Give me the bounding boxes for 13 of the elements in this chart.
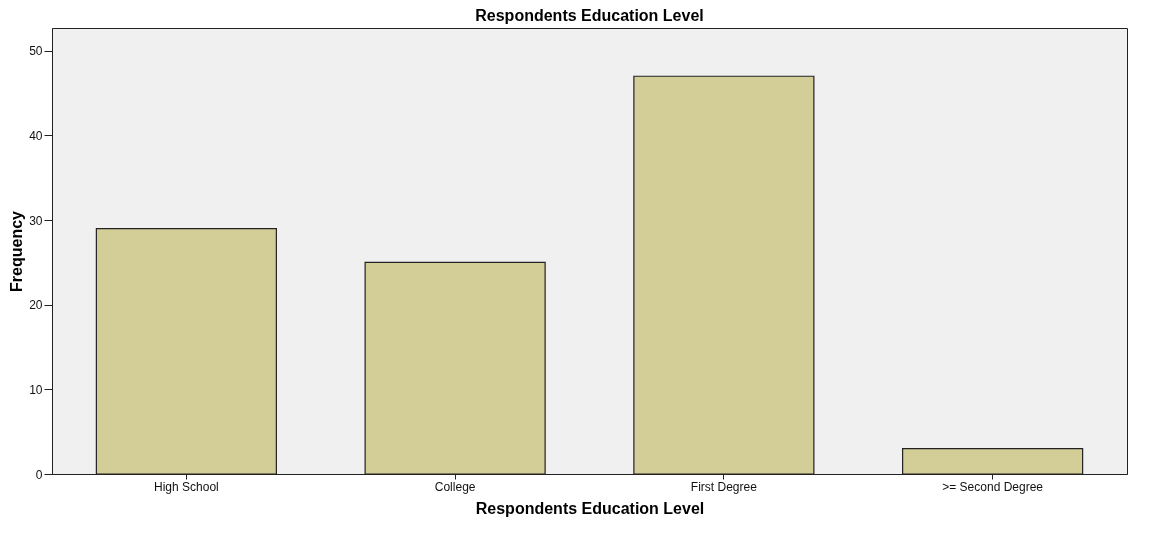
x-tick-label: High School — [154, 479, 219, 494]
y-tick-label: 0 — [35, 467, 43, 482]
y-tick-label: 40 — [29, 128, 43, 143]
y-tick-label: 50 — [29, 44, 43, 59]
chart-title: Respondents Education Level — [475, 7, 704, 24]
x-tick-label: First Degree — [690, 479, 758, 494]
x-tick-label: College — [434, 479, 476, 494]
y-tick-label: 30 — [29, 213, 43, 228]
x-axis-title: Respondents Education Level — [475, 499, 705, 517]
y-axis-title: Frequency — [8, 210, 26, 292]
y-tick-label: 20 — [29, 298, 43, 313]
y-tick-label: 10 — [29, 382, 43, 397]
x-tick-label: >= Second Degree — [942, 479, 1044, 494]
